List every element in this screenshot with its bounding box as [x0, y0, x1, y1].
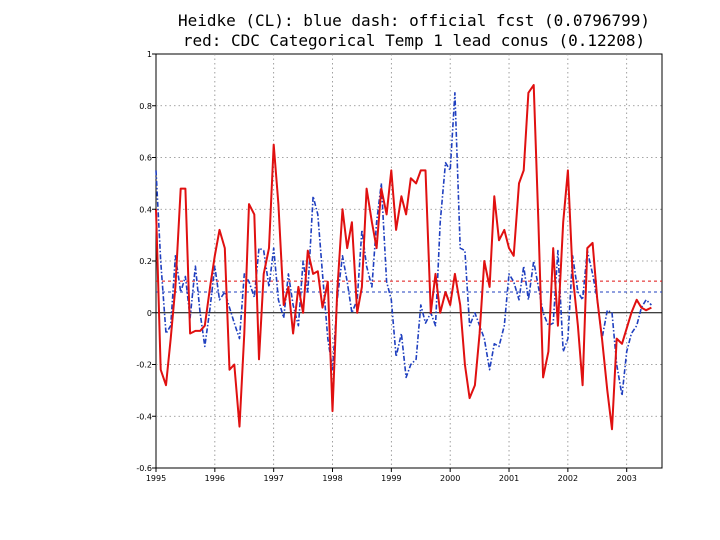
x-tick-label: 1997: [263, 474, 283, 483]
official-fcst-series-line: [155, 92, 652, 397]
grid-lines: [156, 54, 662, 468]
x-axis-ticks: 1995 1996 1997 1998 1999 2000 2001 2002 2003: [146, 468, 637, 483]
y-tick-label: 0.4: [139, 205, 152, 214]
y-tick-label: 0: [147, 309, 152, 318]
cdc-temp-series-line: [155, 84, 652, 431]
x-tick-label: 1995: [146, 474, 166, 483]
x-tick-label: 1998: [322, 474, 342, 483]
x-tick-label: 1996: [205, 474, 225, 483]
x-tick-label: 2000: [440, 474, 460, 483]
x-tick-label: 2002: [558, 474, 578, 483]
y-tick-label: -0.4: [136, 412, 152, 421]
x-tick-label: 2001: [499, 474, 519, 483]
x-tick-label: 1999: [381, 474, 401, 483]
chart-title-line-1: Heidke (CL): blue dash: official fcst (0…: [178, 11, 650, 30]
series-group: [155, 84, 652, 431]
y-tick-label: 0.2: [139, 257, 152, 266]
x-tick-label: 2003: [617, 474, 637, 483]
y-tick-label: -0.2: [136, 361, 152, 370]
y-tick-label: 0.8: [139, 102, 152, 111]
y-tick-label: 1: [147, 50, 152, 59]
y-tick-label: 0.6: [139, 154, 152, 163]
chart-title-line-2: red: CDC Categorical Temp 1 lead conus (…: [183, 31, 645, 50]
y-tick-label: -0.6: [136, 464, 152, 473]
y-axis-ticks: 1 0.8 0.6 0.4 0.2 0 -0.2 -0.4 -0.6: [136, 50, 156, 473]
